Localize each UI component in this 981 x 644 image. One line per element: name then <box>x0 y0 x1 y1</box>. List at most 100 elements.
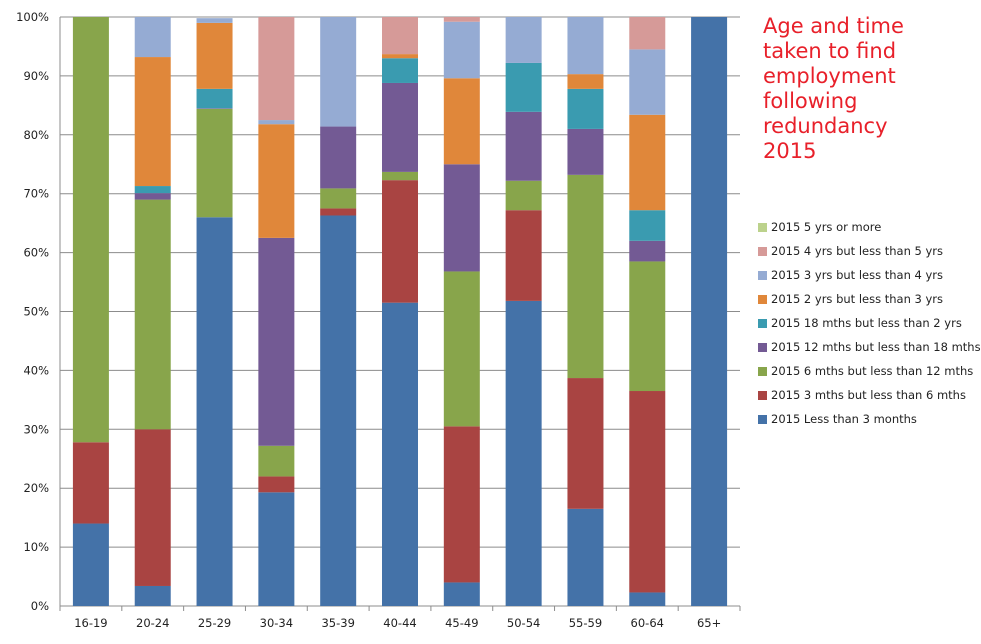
bar-segment <box>629 49 666 115</box>
bar-segment <box>629 261 666 392</box>
bar-segment <box>258 124 295 238</box>
legend-swatch <box>758 390 767 400</box>
bar-segment <box>196 108 233 218</box>
legend-swatch <box>758 222 767 232</box>
bar-segment <box>567 88 604 129</box>
bar-segment <box>320 215 357 607</box>
legend-label: 2015 5 yrs or more <box>771 220 882 234</box>
legend-swatch <box>758 342 767 352</box>
bar-segment <box>443 271 480 427</box>
bar-segment <box>258 17 295 121</box>
bar-segment <box>443 426 480 583</box>
bar-segment <box>258 120 295 125</box>
y-tick-label: 20% <box>23 481 49 495</box>
bar-segment <box>629 114 666 211</box>
legend-label: 2015 3 mths but less than 6 mths <box>771 388 966 402</box>
bar-segment <box>505 210 542 301</box>
bar-segment <box>567 378 604 509</box>
x-tick-label: 55-59 <box>569 616 602 630</box>
bar-segment <box>567 128 604 175</box>
legend-swatch <box>758 294 767 304</box>
legend-label: 2015 Less than 3 months <box>771 412 917 426</box>
chart-title-line: 2015 <box>763 139 817 163</box>
bar-segment <box>196 18 233 23</box>
legend-label: 2015 6 mths but less than 12 mths <box>771 364 974 378</box>
x-tick-label: 35-39 <box>321 616 354 630</box>
y-tick-label: 40% <box>23 363 49 377</box>
bar-segment <box>505 17 542 63</box>
chart-title-line: following <box>763 89 858 113</box>
y-tick-label: 90% <box>23 69 49 83</box>
bar-segment <box>505 300 542 606</box>
bar-segment <box>258 492 295 606</box>
y-tick-label: 50% <box>23 305 49 319</box>
bar-segment <box>443 78 480 165</box>
legend-swatch <box>758 270 767 280</box>
legend-item: 2015 2 yrs but less than 3 yrs <box>758 287 978 311</box>
bar-segment <box>134 585 171 606</box>
bar-segment <box>567 74 604 89</box>
legend-label: 2015 2 yrs but less than 3 yrs <box>771 292 944 306</box>
bar-segment <box>443 582 480 606</box>
bar-segment <box>629 391 666 593</box>
bar-segment <box>629 240 666 262</box>
bar-segment <box>567 174 604 379</box>
bar-segment <box>196 217 233 606</box>
bar-segment <box>629 592 666 606</box>
bar-segment <box>258 476 295 493</box>
bar-segment <box>134 199 171 430</box>
legend-item: 2015 6 mths but less than 12 mths <box>758 359 978 383</box>
x-tick-label: 60-64 <box>631 616 664 630</box>
chart-title-line: taken to find <box>763 39 897 63</box>
legend-label: 2015 12 mths but less than 18 mths <box>771 340 981 354</box>
bar-segment <box>382 302 418 606</box>
bar-segment <box>505 62 542 112</box>
legend-item: 2015 Less than 3 months <box>758 407 978 431</box>
y-tick-label: 100% <box>16 10 49 24</box>
legend-swatch <box>758 246 767 256</box>
legend-swatch <box>758 366 767 376</box>
legend-item: 2015 3 yrs but less than 4 yrs <box>758 263 978 287</box>
x-tick-label: 65+ <box>697 616 721 630</box>
y-tick-label: 60% <box>23 246 49 260</box>
bar-segment <box>258 445 295 477</box>
legend: 2015 5 yrs or more 2015 4 yrs but less th… <box>758 215 981 431</box>
y-tick-label: 10% <box>23 540 49 554</box>
chart-title: Age and time taken to find employment fo… <box>763 14 973 164</box>
bar-segment <box>691 17 728 606</box>
bar-segment <box>72 17 109 443</box>
x-tick-label: 20-24 <box>136 616 169 630</box>
bar-segment <box>382 17 418 55</box>
bar-segment <box>134 186 171 194</box>
bar-segment <box>320 17 357 127</box>
bar-segment <box>134 429 171 586</box>
bar-segment <box>567 508 604 606</box>
bar-segment <box>134 193 171 200</box>
bar-segment <box>382 58 418 83</box>
legend-swatch <box>758 414 767 424</box>
bar-segment <box>134 17 171 58</box>
bar-segment <box>629 17 666 50</box>
legend-swatch <box>758 318 767 328</box>
bar-segment <box>382 82 418 172</box>
bar-segment <box>72 442 109 524</box>
legend-item: 2015 12 mths but less than 18 mths <box>758 335 981 359</box>
bar-segment <box>134 57 171 187</box>
bar-segment <box>443 21 480 79</box>
bar-segment <box>382 171 418 181</box>
bar-segment <box>196 108 233 109</box>
y-tick-label: 0% <box>31 599 49 613</box>
bar-segment <box>505 180 542 211</box>
bar-segment <box>196 22 233 89</box>
bar-segment <box>72 523 109 606</box>
legend-item: 2015 3 mths but less than 6 mths <box>758 383 978 407</box>
chart-title-line: redundancy <box>763 114 888 138</box>
y-tick-label: 80% <box>23 128 49 142</box>
legend-item: 2015 18 mths but less than 2 yrs <box>758 311 978 335</box>
bar-segment <box>443 164 480 272</box>
x-tick-label: 45-49 <box>445 616 478 630</box>
bar-segment <box>320 208 357 216</box>
bar-segment <box>567 17 604 75</box>
